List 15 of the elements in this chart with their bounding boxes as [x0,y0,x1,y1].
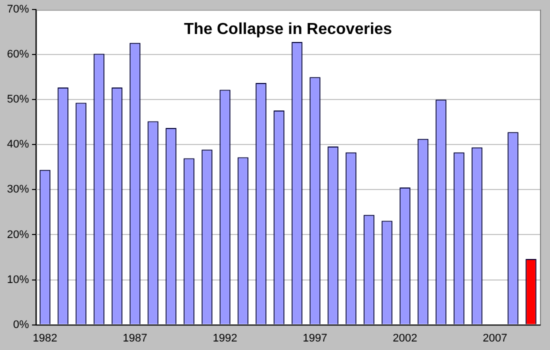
y-tick-label: 60% [6,48,30,61]
text: The Collapse in Recoveries [184,21,392,38]
x-tick-label: 2007 [482,332,508,344]
x-tick-label: 1982 [32,332,58,344]
y-tick-label: 20% [6,228,30,241]
y-tick-label: 0% [13,318,30,331]
x-tick-label: 1987 [122,332,148,344]
x-tick-label: 1992 [212,332,238,344]
x-tick-label: 2002 [392,332,418,344]
y-tick-label: 70% [6,4,30,16]
y-tick-label: 50% [6,94,30,106]
x-tick-label: 1997 [302,332,328,344]
y-tick-label: 10% [6,274,30,286]
y-tick-label: 30% [6,184,30,196]
y-tick-label: 40% [6,138,30,151]
